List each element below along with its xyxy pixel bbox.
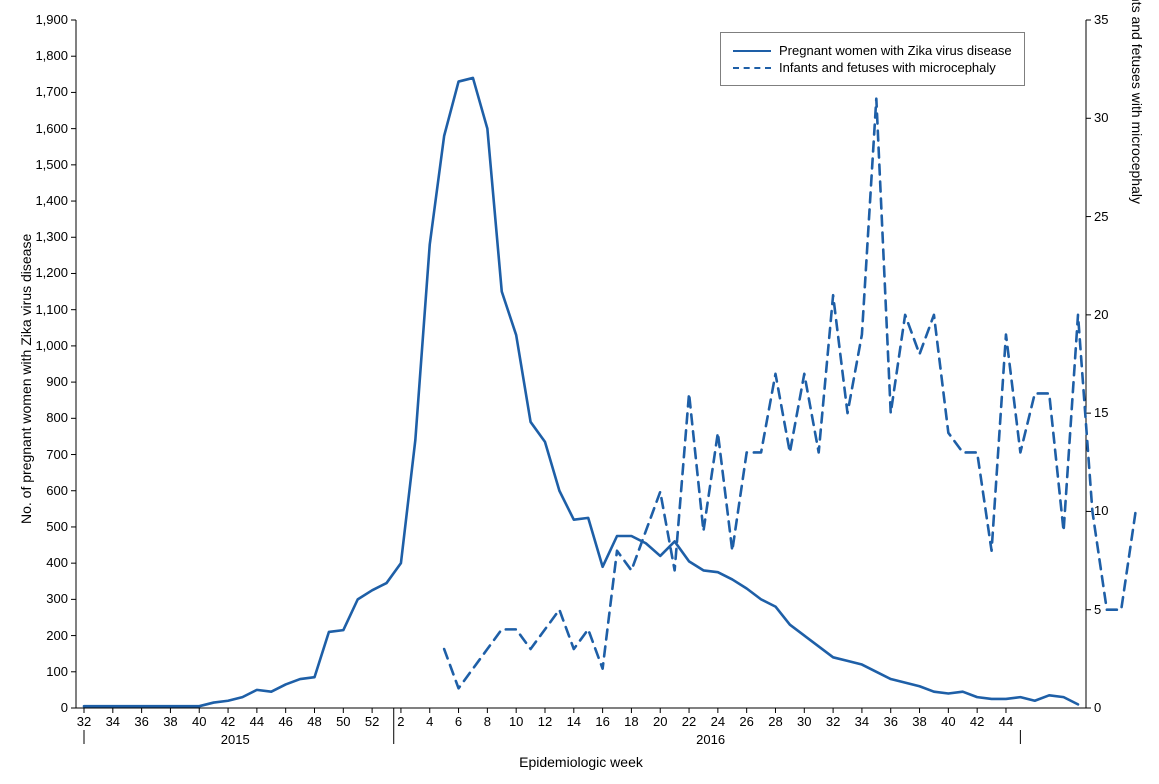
y-left-tick-label: 1,800 xyxy=(18,48,68,63)
x-tick-label: 38 xyxy=(908,714,932,729)
plot-area xyxy=(0,0,1159,784)
x-tick-label: 22 xyxy=(677,714,701,729)
y-right-tick-label: 15 xyxy=(1094,405,1108,420)
series-microcephaly xyxy=(444,99,1135,689)
y-left-tick-label: 1,000 xyxy=(18,338,68,353)
x-tick-label: 44 xyxy=(245,714,269,729)
y-left-tick-label: 900 xyxy=(18,374,68,389)
x-tick-label: 24 xyxy=(706,714,730,729)
y-left-tick-label: 500 xyxy=(18,519,68,534)
y-left-tick-label: 200 xyxy=(18,628,68,643)
y-right-tick-label: 5 xyxy=(1094,602,1101,617)
x-tick-label: 42 xyxy=(965,714,989,729)
x-tick-label: 2 xyxy=(389,714,413,729)
dual-axis-line-chart: No. of pregnant women with Zika virus di… xyxy=(0,0,1159,784)
series-pregnant-women xyxy=(84,78,1078,706)
y-left-tick-label: 100 xyxy=(18,664,68,679)
y-left-tick-label: 1,500 xyxy=(18,157,68,172)
x-tick-label: 38 xyxy=(158,714,182,729)
y-right-tick-label: 25 xyxy=(1094,209,1108,224)
legend-swatch-dashed xyxy=(733,67,771,69)
x-tick-label: 34 xyxy=(850,714,874,729)
x-tick-label: 52 xyxy=(360,714,384,729)
y-left-tick-label: 300 xyxy=(18,591,68,606)
y-left-tick-label: 400 xyxy=(18,555,68,570)
y-right-tick-label: 30 xyxy=(1094,110,1108,125)
x-tick-label: 14 xyxy=(562,714,586,729)
y-left-tick-label: 1,400 xyxy=(18,193,68,208)
chart-legend: Pregnant women with Zika virus disease I… xyxy=(720,32,1025,86)
x-year-group-label: 2016 xyxy=(681,732,741,747)
y-right-tick-label: 0 xyxy=(1094,700,1101,715)
x-tick-label: 6 xyxy=(447,714,471,729)
x-tick-label: 8 xyxy=(475,714,499,729)
x-tick-label: 40 xyxy=(187,714,211,729)
y-left-tick-label: 700 xyxy=(18,447,68,462)
x-tick-label: 26 xyxy=(735,714,759,729)
x-tick-label: 36 xyxy=(879,714,903,729)
y-left-tick-label: 800 xyxy=(18,410,68,425)
x-tick-label: 34 xyxy=(101,714,125,729)
x-tick-label: 48 xyxy=(302,714,326,729)
y-left-tick-label: 1,300 xyxy=(18,229,68,244)
y-left-tick-label: 1,200 xyxy=(18,265,68,280)
x-tick-label: 32 xyxy=(72,714,96,729)
y-right-tick-label: 35 xyxy=(1094,12,1108,27)
x-tick-label: 46 xyxy=(274,714,298,729)
y-right-tick-label: 10 xyxy=(1094,503,1108,518)
x-tick-label: 44 xyxy=(994,714,1018,729)
legend-item-microcephaly: Infants and fetuses with microcephaly xyxy=(733,60,1012,75)
x-tick-label: 18 xyxy=(619,714,643,729)
x-tick-label: 28 xyxy=(763,714,787,729)
x-tick-label: 50 xyxy=(331,714,355,729)
y-left-tick-label: 1,700 xyxy=(18,84,68,99)
x-tick-label: 42 xyxy=(216,714,240,729)
x-tick-label: 36 xyxy=(130,714,154,729)
y-left-tick-label: 1,900 xyxy=(18,12,68,27)
x-axis-title: Epidemiologic week xyxy=(76,754,1086,770)
x-tick-label: 4 xyxy=(418,714,442,729)
right-y-axis-title: No. of infants and fetuses with microcep… xyxy=(1129,0,1145,204)
y-left-tick-label: 600 xyxy=(18,483,68,498)
x-tick-label: 32 xyxy=(821,714,845,729)
legend-label: Infants and fetuses with microcephaly xyxy=(779,60,996,75)
x-tick-label: 30 xyxy=(792,714,816,729)
legend-swatch-solid xyxy=(733,50,771,52)
x-tick-label: 40 xyxy=(936,714,960,729)
y-left-tick-label: 0 xyxy=(18,700,68,715)
legend-label: Pregnant women with Zika virus disease xyxy=(779,43,1012,58)
x-year-group-label: 2015 xyxy=(205,732,265,747)
x-tick-label: 12 xyxy=(533,714,557,729)
x-tick-label: 20 xyxy=(648,714,672,729)
x-tick-label: 10 xyxy=(504,714,528,729)
legend-item-pregnant-women: Pregnant women with Zika virus disease xyxy=(733,43,1012,58)
chart-svg xyxy=(0,0,1159,784)
y-left-tick-label: 1,600 xyxy=(18,121,68,136)
x-tick-label: 16 xyxy=(591,714,615,729)
y-right-tick-label: 20 xyxy=(1094,307,1108,322)
y-left-tick-label: 1,100 xyxy=(18,302,68,317)
